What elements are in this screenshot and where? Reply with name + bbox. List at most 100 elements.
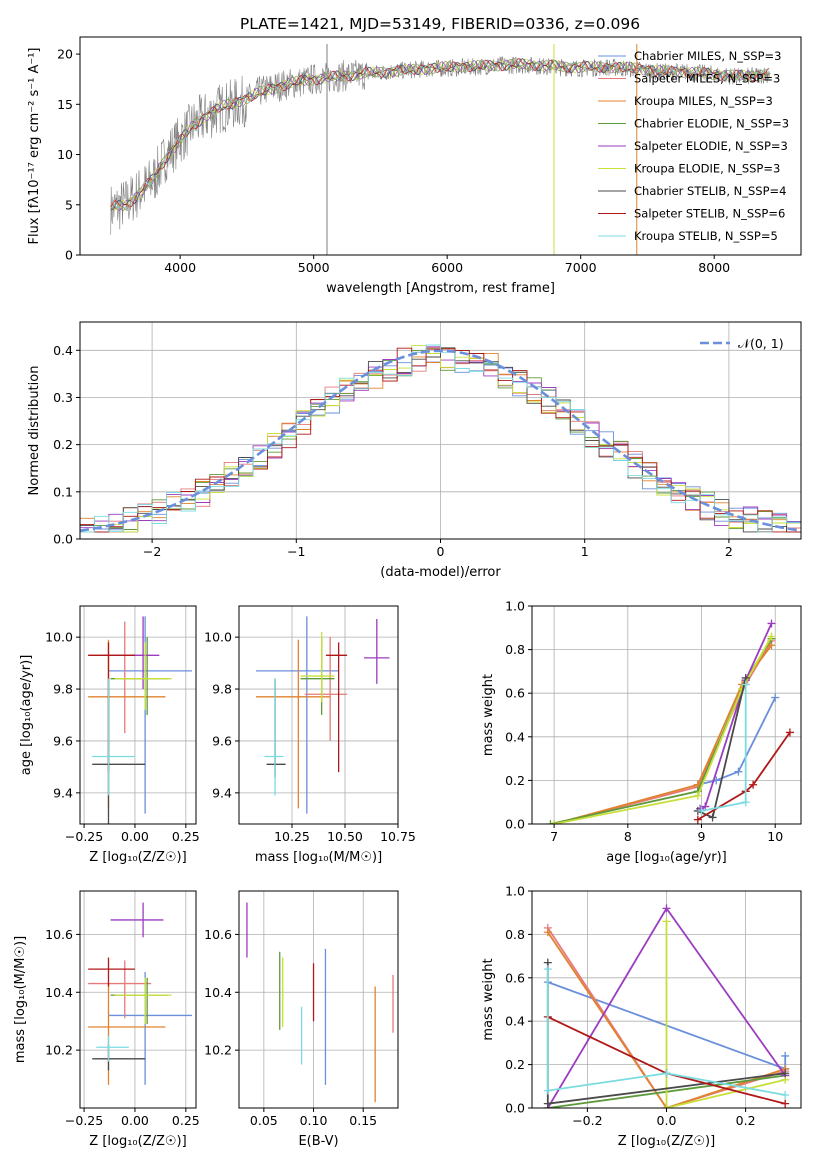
legend-entry: Salpeter ELODIE, N_SSP=3 — [634, 139, 788, 153]
normal-distribution-curve — [80, 349, 801, 532]
x-tick-label: −0.25 — [65, 829, 103, 844]
x-tick-label: 0.0 — [657, 1113, 677, 1128]
age-vs-metallicity-panel: −0.25 0.00 0.25 9.4 9.6 9.8 10.0 Z [log₁₀(Z/Z☉)… — [19, 605, 200, 865]
data-point-marker — [767, 632, 776, 641]
x-tick-label: −2 — [143, 544, 161, 559]
y-tick-label: 20 — [57, 47, 73, 62]
data-point-marker — [697, 806, 706, 815]
series-line-kroupa-stelib — [546, 969, 786, 1096]
y-tick-label: 0.4 — [505, 729, 525, 744]
series-line-salpeter-stelib — [697, 731, 791, 821]
axes-frame — [79, 605, 197, 825]
x-tick-label: 8000 — [698, 260, 730, 275]
x-tick-label: −1 — [287, 544, 305, 559]
y-tick-label: 10.2 — [45, 1043, 73, 1058]
y-tick-label: 0.6 — [505, 686, 525, 701]
data-point-marker — [546, 820, 555, 824]
series-line-kroupa-miles — [547, 931, 786, 1108]
data-point-marker — [749, 780, 758, 789]
plot-area — [80, 344, 801, 539]
y-axis-label: age [log₁₀(age/yr)] — [19, 655, 34, 776]
data-point-marker — [734, 767, 743, 776]
x-tick-label: 0.15 — [349, 1113, 377, 1128]
x-tick-label: 10.75 — [380, 829, 416, 844]
plot-area — [88, 616, 192, 824]
y-tick-label: 0.6 — [505, 970, 525, 985]
x-axis-label: mass [log₁₀(M/M☉)] — [255, 850, 382, 865]
x-tick-label: 0.00 — [121, 1113, 149, 1128]
y-tick-label: 9.8 — [53, 682, 73, 697]
x-tick-label: 1 — [581, 544, 589, 559]
data-point-marker — [781, 1099, 790, 1108]
y-tick-label: 0.4 — [53, 343, 73, 358]
series-line-chabrier-miles — [697, 697, 777, 786]
axes-frame — [79, 890, 197, 1109]
x-tick-label: 10 — [767, 829, 783, 844]
y-tick-label: 5 — [65, 197, 73, 212]
data-point-marker — [543, 928, 552, 937]
x-axis-label: Z [log₁₀(Z/Z☉)] — [89, 1134, 186, 1149]
data-point-marker — [550, 820, 559, 824]
legend-entry: Kroupa ELODIE, N_SSP=3 — [634, 162, 780, 176]
y-tick-label: 0.1 — [53, 484, 73, 499]
legend-entry: Salpeter MILES, N_SSP=3 — [634, 72, 780, 86]
model-line-kroupa-elodie — [110, 58, 770, 211]
legend-entry: Kroupa MILES, N_SSP=3 — [634, 94, 773, 108]
mass-weight-vs-metallicity-panel: −0.2 0.0 0.2 0.0 0.2 0.4 0.6 0.8 1.0 Z [log₁₀(Z/Z… — [481, 884, 802, 1149]
series-line-kroupa-elodie — [553, 636, 773, 824]
x-tick-label: 4000 — [164, 260, 196, 275]
mass-weight-vs-age-panel: 7 8 9 10 0.0 0.2 0.4 0.6 0.8 1.0 age [log₁₀(age/yr… — [481, 599, 802, 865]
data-point-marker — [781, 1069, 790, 1078]
data-point-marker — [693, 815, 702, 824]
y-tick-label: 0.4 — [505, 1014, 525, 1029]
plot-area — [110, 44, 771, 255]
series-line-salpeter-miles — [553, 640, 773, 824]
legend-entry: 𝒩(0, 1) — [738, 336, 784, 351]
data-point-marker — [708, 813, 717, 822]
y-axis-label: Flux [fλ10⁻¹⁷ erg cm⁻² s⁻¹ A⁻¹] — [27, 48, 42, 245]
legend-entry: Salpeter STELIB, N_SSP=6 — [634, 207, 785, 221]
series-line-kroupa-elodie — [665, 921, 786, 1108]
y-tick-label: 1.0 — [505, 599, 525, 614]
y-tick-label: 10 — [57, 147, 73, 162]
plot-area — [543, 904, 790, 1108]
series-line-kroupa-miles — [553, 644, 773, 824]
x-axis-label: (data-model)/error — [380, 565, 501, 580]
data-point-marker — [543, 1086, 552, 1095]
x-tick-label: 7 — [550, 829, 558, 844]
x-tick-label: 5000 — [298, 260, 330, 275]
x-tick-label: 2 — [725, 544, 733, 559]
y-tick-label: 0.0 — [505, 1101, 525, 1116]
data-point-marker — [662, 1069, 671, 1078]
series-line-salpeter-miles — [547, 927, 786, 1108]
x-axis-label: wavelength [Angstrom, rest frame] — [326, 281, 555, 296]
plot-area — [88, 902, 192, 1085]
legend-entry: Chabrier MILES, N_SSP=3 — [634, 49, 781, 63]
legend-entry: Chabrier ELODIE, N_SSP=3 — [634, 117, 789, 131]
y-tick-label: 0.0 — [505, 817, 525, 832]
x-tick-label: 0.2 — [736, 1113, 756, 1128]
x-tick-label: 0.05 — [250, 1113, 278, 1128]
y-tick-label: 9.8 — [212, 682, 232, 697]
axes-frame — [79, 36, 802, 256]
data-point-marker — [781, 1051, 790, 1060]
y-tick-label: 0.2 — [505, 1057, 525, 1072]
legend-entry: Chabrier STELIB, N_SSP=4 — [634, 184, 786, 198]
x-axis-label: Z [log₁₀(Z/Z☉)] — [618, 1134, 715, 1149]
data-point-marker — [781, 1090, 790, 1099]
y-tick-label: 0.2 — [53, 437, 73, 452]
y-tick-label: 9.6 — [53, 733, 73, 748]
data-point-marker — [662, 917, 671, 926]
x-axis-label: E(B-V) — [298, 1134, 338, 1149]
x-axis-label: age [log₁₀(age/yr)] — [606, 850, 727, 865]
spectrum-panel: 4000 5000 6000 7000 8000 0 5 10 15 20 wavelength [… — [27, 36, 802, 296]
x-tick-label: 8 — [624, 829, 632, 844]
model-line-kroupa-stelib — [110, 58, 770, 211]
data-point-marker — [662, 904, 671, 913]
mass-vs-extinction-panel: 0.05 0.10 0.15 10.2 10.4 10.6 E(B-V) — [204, 890, 399, 1149]
data-point-marker — [543, 965, 552, 974]
x-tick-label: 10.25 — [274, 829, 310, 844]
legend-entry: Kroupa STELIB, N_SSP=5 — [634, 229, 778, 243]
data-point-marker — [662, 1104, 671, 1108]
series-line-salpeter-elodie — [699, 623, 773, 810]
